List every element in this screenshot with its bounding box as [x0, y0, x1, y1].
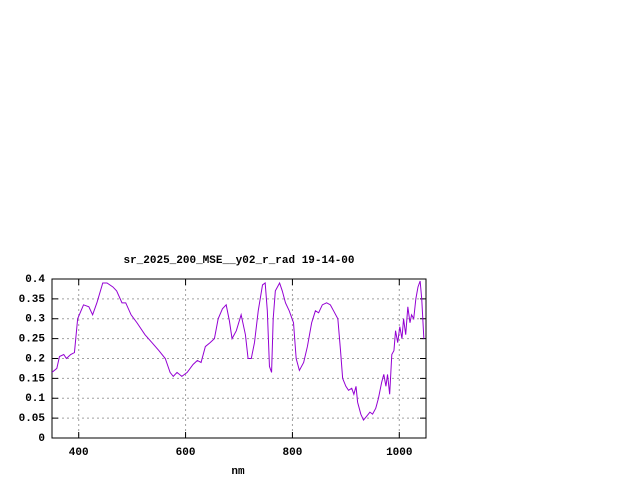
x-tick-label: 1000 [386, 447, 412, 459]
y-tick-label: 0.4 [25, 274, 45, 286]
x-axis-label: nm [231, 466, 245, 478]
y-tick-label: 0.25 [19, 334, 46, 346]
y-tick-label: 0.35 [19, 294, 46, 306]
plot-border [51, 278, 427, 439]
x-tick-label: 600 [176, 447, 196, 459]
x-tick-label: 400 [69, 447, 89, 459]
y-tick-label: 0.1 [25, 393, 45, 405]
y-tick-label: 0.15 [19, 373, 46, 385]
y-tick-label: 0 [38, 433, 45, 445]
data-line [51, 280, 425, 422]
y-tick-label: 0.2 [25, 353, 45, 365]
y-tick-label: 0.05 [19, 413, 46, 425]
chart-title: sr_2025_200_MSE__y02_r_rad 19-14-00 [123, 255, 354, 267]
x-tick-label: 800 [283, 447, 303, 459]
y-tick-label: 0.3 [25, 314, 45, 326]
